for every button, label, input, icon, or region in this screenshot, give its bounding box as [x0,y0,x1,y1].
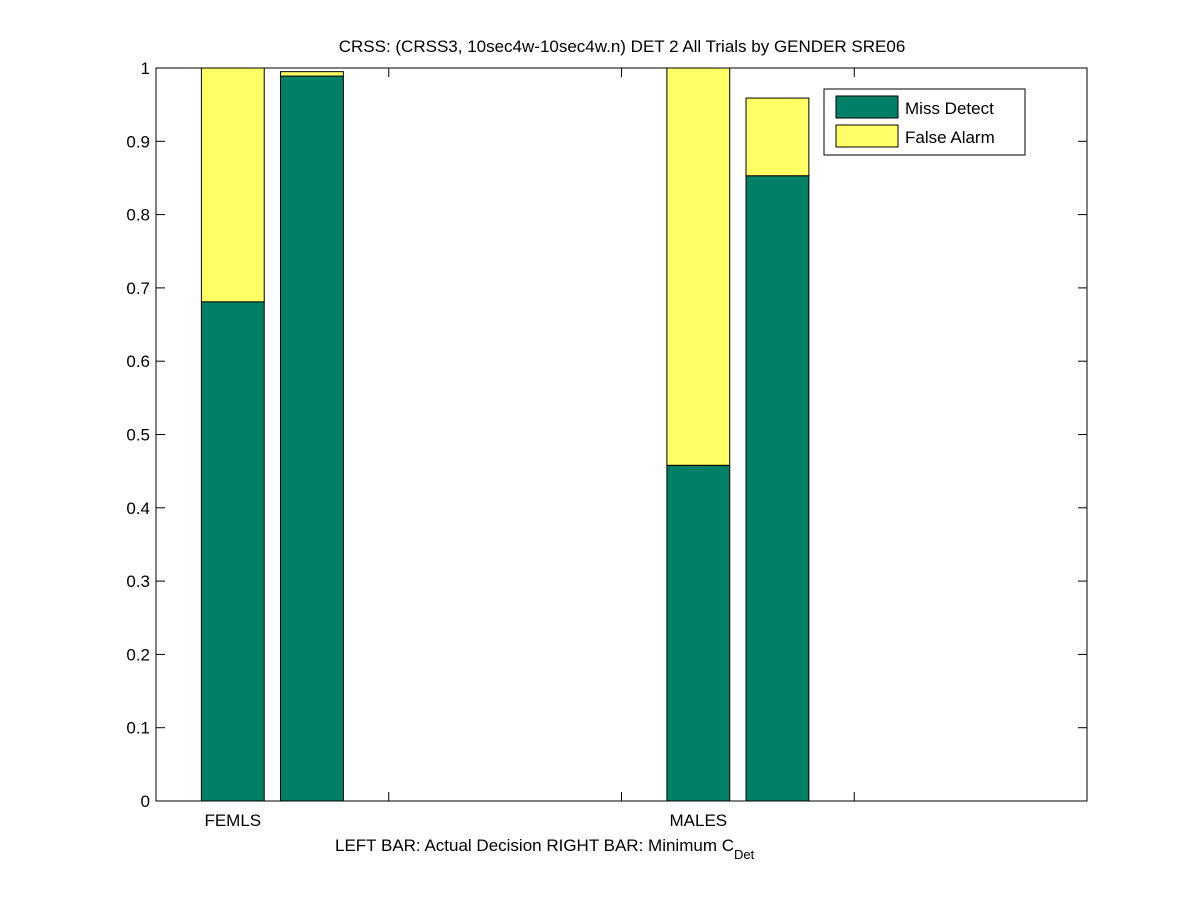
bar-false-alarm-males-right [745,97,810,177]
bar-false-alarm-femls-left [200,67,265,303]
x-axis-label: LEFT BAR: Actual Decision RIGHT BAR: Min… [335,836,755,862]
y-tick-label: 0.1 [126,719,150,738]
x-axis-label-main: LEFT BAR: Actual Decision RIGHT BAR: Min… [335,836,734,855]
y-axis: 0 0.1 0.2 0.3 0.4 0.5 0.6 0.7 0.8 0.9 1 [126,59,1087,811]
legend: Miss Detect False Alarm [823,88,1026,156]
bar-miss-femls-right [280,75,344,802]
bar-miss-males-right [745,175,810,802]
y-tick-label: 1 [141,59,150,78]
x-axis: FEMLS MALES [155,68,1088,830]
y-tick-label: 0.8 [126,206,150,225]
y-tick-label: 0.4 [126,499,150,518]
x-category-label-femls: FEMLS [204,811,261,830]
y-tick-label: 0.7 [126,279,150,298]
bars-layer [200,67,810,802]
bar-miss-femls-left [200,301,265,802]
x-category-label-males: MALES [669,811,727,830]
y-tick-label: 0.5 [126,426,150,445]
chart-title: CRSS: (CRSS3, 10sec4w-10sec4w.n) DET 2 A… [339,37,906,56]
bar-miss-males-left [666,464,731,802]
y-tick-label: 0.6 [126,352,150,371]
bar-false-alarm-femls-right [280,71,344,77]
y-tick-label: 0.9 [126,132,150,151]
x-axis-label-subscript: Det [734,847,755,862]
legend-label-false-alarm: False Alarm [905,128,995,147]
legend-label-miss-detect: Miss Detect [905,99,994,118]
bar-false-alarm-males-left [666,67,731,466]
y-tick-label: 0.3 [126,572,150,591]
legend-swatch-miss-detect [835,95,899,119]
y-tick-label: 0.2 [126,645,150,664]
legend-swatch-false-alarm [835,124,899,148]
y-tick-label: 0 [141,792,150,811]
